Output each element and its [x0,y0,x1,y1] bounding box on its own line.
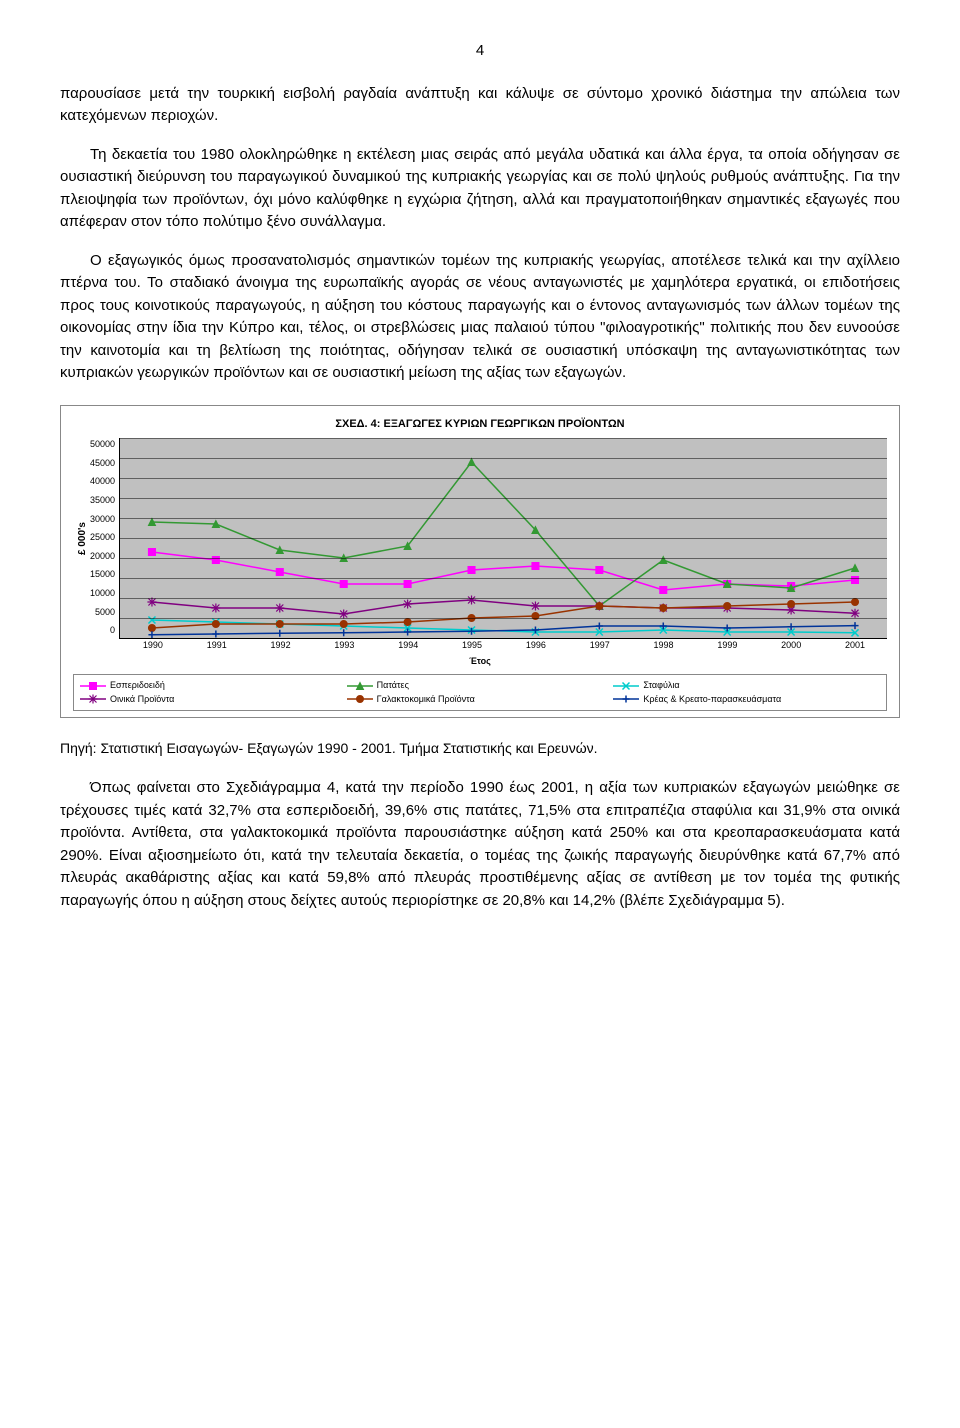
x-tick: 1990 [121,639,185,653]
y-ticks: 5000045000400003500030000250002000015000… [90,438,119,638]
y-axis-label: £ 000's [73,438,90,639]
chart-area: £ 000's 50000450004000035000300002500020… [73,438,887,668]
y-tick: 30000 [90,513,115,527]
legend-item: Οινικά Προϊόντα [80,693,347,707]
x-tick: 2001 [823,639,887,653]
x-tick: 1999 [695,639,759,653]
paragraph-4: Όπως φαίνεται στο Σχεδιάγραμμα 4, κατά τ… [60,777,900,912]
y-tick: 0 [90,624,115,638]
chart-container: ΣΧΕΔ. 4: ΕΞΑΓΩΓΕΣ ΚΥΡΙΩΝ ΓΕΩΡΓΙΚΩΝ ΠΡΟΪΟ… [60,405,900,719]
legend-label: Εσπεριδοειδή [110,679,165,693]
paragraph-2: Τη δεκαετία του 1980 ολοκληρώθηκε η εκτέ… [60,144,900,234]
y-tick: 20000 [90,550,115,564]
chart-source: Πηγή: Στατιστική Εισαγωγών- Εξαγωγών 199… [60,738,900,759]
chart-title: ΣΧΕΔ. 4: ΕΞΑΓΩΓΕΣ ΚΥΡΙΩΝ ΓΕΩΡΓΙΚΩΝ ΠΡΟΪΟ… [73,416,887,433]
x-tick: 1993 [312,639,376,653]
legend-item: Κρέας & Κρεατο-παρασκευάσματα [613,693,880,707]
legend-label: Κρέας & Κρεατο-παρασκευάσματα [643,693,781,707]
legend-label: Γαλακτοκομικά Προϊόντα [377,693,475,707]
y-tick: 50000 [90,438,115,452]
x-tick: 1997 [568,639,632,653]
x-ticks: 1990199119921993199419951996199719981999… [121,639,887,653]
y-tick: 15000 [90,568,115,582]
paragraph-3: Ο εξαγωγικός όμως προσανατολισμός σημαντ… [60,250,900,385]
x-tick: 2000 [759,639,823,653]
y-tick: 35000 [90,494,115,508]
legend-item: Σταφύλια [613,679,880,693]
chart-legend: Εσπεριδοειδή Πατάτες Σταφύλια Οινικά Προϊό… [73,674,887,711]
x-tick: 1994 [376,639,440,653]
y-tick: 25000 [90,531,115,545]
y-tick: 45000 [90,457,115,471]
x-axis-label: Έτος [73,655,887,669]
x-tick: 1991 [185,639,249,653]
legend-item: Εσπεριδοειδή [80,679,347,693]
legend-label: Οινικά Προϊόντα [110,693,174,707]
y-tick: 10000 [90,587,115,601]
x-tick: 1992 [249,639,313,653]
x-tick: 1996 [504,639,568,653]
chart-plot [119,438,887,639]
page-number: 4 [60,40,900,63]
y-tick: 5000 [90,606,115,620]
legend-item: Γαλακτοκομικά Προϊόντα [347,693,614,707]
x-tick: 1998 [632,639,696,653]
legend-label: Σταφύλια [643,679,679,693]
paragraph-1: παρουσίασε μετά την τουρκική εισβολή ραγ… [60,83,900,128]
x-tick: 1995 [440,639,504,653]
y-tick: 40000 [90,475,115,489]
legend-label: Πατάτες [377,679,409,693]
legend-item: Πατάτες [347,679,614,693]
